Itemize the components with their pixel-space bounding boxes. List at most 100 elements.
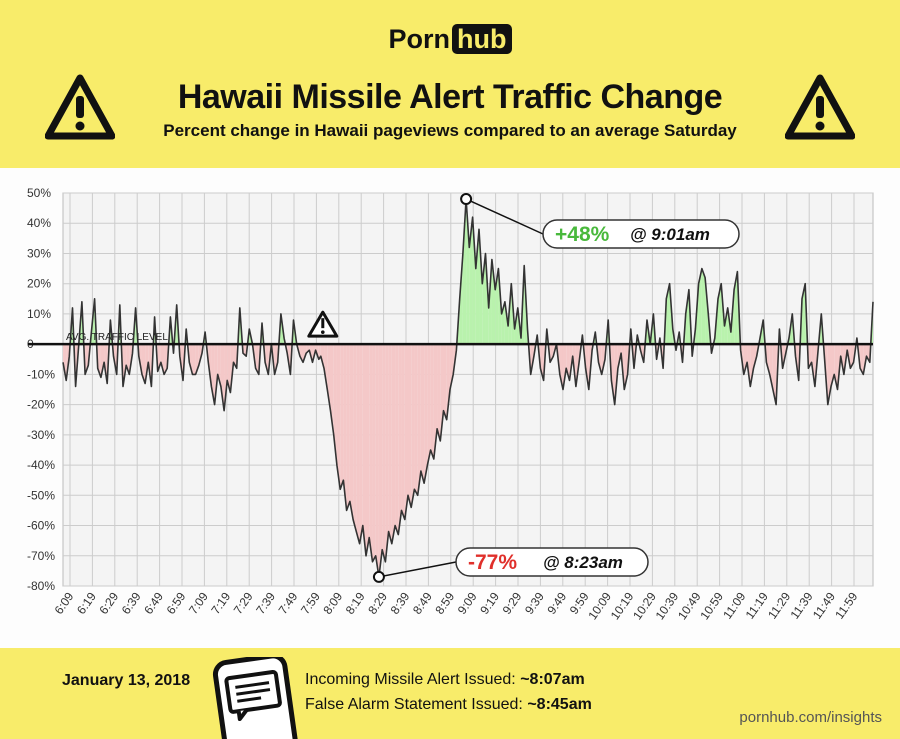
area-fill-segment bbox=[566, 344, 570, 381]
area-fill-segment bbox=[598, 344, 602, 375]
area-fill-segment bbox=[189, 344, 193, 375]
area-fill-segment bbox=[491, 259, 496, 345]
area-fill-segment bbox=[395, 344, 399, 535]
x-tick-label: 6:19 bbox=[74, 589, 99, 616]
y-tick-label: -80% bbox=[27, 579, 55, 593]
x-tick-label: 6:09 bbox=[52, 589, 77, 616]
area-fill-segment bbox=[472, 217, 476, 345]
y-tick-label: 50% bbox=[27, 186, 51, 200]
area-fill-segment bbox=[860, 344, 864, 375]
area-fill-segment bbox=[479, 229, 483, 345]
area-fill-segment bbox=[443, 344, 447, 420]
peak-leader bbox=[465, 198, 544, 235]
area-fill-segment bbox=[349, 344, 354, 520]
area-fill-segment bbox=[430, 344, 434, 460]
x-tick-label: 8:09 bbox=[320, 589, 345, 616]
x-tick-label: 9:39 bbox=[522, 589, 547, 616]
y-tick-label: 20% bbox=[27, 277, 51, 291]
x-tick-label: 11:59 bbox=[832, 589, 860, 621]
area-fill-segment bbox=[398, 344, 402, 535]
x-tick-label: 8:29 bbox=[365, 589, 390, 616]
area-fill-segment bbox=[462, 199, 467, 345]
x-tick-label: 9:49 bbox=[544, 589, 569, 616]
x-tick-label: 8:19 bbox=[343, 589, 368, 616]
area-fill-segment bbox=[698, 268, 702, 345]
area-fill-segment bbox=[734, 271, 738, 345]
x-tick-label: 10:29 bbox=[630, 589, 659, 622]
y-tick-label: -70% bbox=[27, 549, 55, 563]
area-fill-segment bbox=[362, 344, 367, 556]
area-fill-segment bbox=[369, 344, 373, 562]
x-tick-label: 9:19 bbox=[477, 589, 502, 616]
missile-alert-time: ~8:07am bbox=[520, 671, 585, 688]
x-tick-label: 8:39 bbox=[388, 589, 413, 616]
x-tick-label: 10:49 bbox=[675, 589, 704, 622]
area-fill-segment bbox=[353, 344, 357, 532]
x-tick-label: 6:39 bbox=[119, 589, 144, 616]
area-fill-segment bbox=[424, 344, 428, 484]
y-tick-label: -60% bbox=[27, 519, 55, 533]
area-fill-segment bbox=[366, 344, 370, 556]
area-fill-segment bbox=[224, 344, 228, 411]
traffic-chart: 50%40%30%20%10%0-10%-20%-30%-40%-50%-60%… bbox=[27, 186, 874, 622]
area-fill-segment bbox=[255, 344, 259, 375]
x-tick-label: 10:39 bbox=[653, 589, 682, 622]
y-tick-label: -20% bbox=[27, 398, 55, 412]
x-tick-label: 10:09 bbox=[585, 589, 614, 622]
event-date: January 13, 2018 bbox=[62, 672, 191, 689]
header bbox=[0, 0, 900, 168]
x-tick-label: 7:29 bbox=[231, 589, 256, 616]
warning-icon-right bbox=[785, 74, 855, 140]
x-tick-label: 11:49 bbox=[810, 589, 838, 621]
peak-callout bbox=[542, 219, 740, 249]
area-fill-segment bbox=[427, 344, 431, 466]
area-fill-segment bbox=[401, 344, 405, 520]
trough-callout bbox=[455, 547, 649, 577]
x-tick-label: 10:19 bbox=[608, 589, 637, 622]
area-fill-segment bbox=[414, 344, 418, 496]
area-fill-segment bbox=[385, 344, 389, 562]
area-fill-segment bbox=[666, 283, 670, 345]
x-tick-label: 9:09 bbox=[455, 589, 480, 616]
area-fill-segment bbox=[388, 344, 392, 544]
area-fill-segment bbox=[766, 344, 770, 375]
x-tick-label: 8:49 bbox=[410, 589, 435, 616]
area-fill-segment bbox=[160, 344, 165, 375]
area-fill-segment bbox=[446, 344, 450, 420]
area-fill-segment bbox=[318, 344, 321, 360]
area-fill-segment bbox=[870, 301, 873, 345]
trough-time: @ 8:23am bbox=[543, 553, 623, 572]
trough-marker bbox=[372, 570, 385, 583]
page-title: Hawaii Missile Alert Traffic Change bbox=[177, 78, 723, 116]
trough-value: -77% bbox=[468, 551, 517, 574]
area-fill-segment bbox=[701, 268, 706, 345]
x-tick-label: 11:29 bbox=[765, 589, 793, 621]
area-fill-segment bbox=[750, 344, 754, 387]
x-tick-label: 7:49 bbox=[276, 589, 301, 616]
area-fill-segment bbox=[372, 344, 376, 562]
x-tick-label: 7:19 bbox=[208, 589, 233, 616]
x-tick-label: 10:59 bbox=[697, 589, 726, 622]
x-tick-label: 11:19 bbox=[743, 589, 771, 621]
area-fill-segment bbox=[265, 344, 269, 375]
area-fill-segment bbox=[336, 344, 341, 490]
missile-alert-note: Incoming Missile Alert Issued: ~8:07am bbox=[305, 671, 585, 689]
x-tick-label: 7:09 bbox=[186, 589, 211, 616]
area-fill-segment bbox=[324, 344, 328, 390]
area-fill-segment bbox=[469, 217, 473, 345]
x-tick-label: 7:59 bbox=[298, 589, 323, 616]
area-fill-segment bbox=[164, 344, 168, 375]
area-fill-segment bbox=[437, 344, 441, 441]
area-fill-segment bbox=[359, 344, 363, 544]
x-tick-label: 6:49 bbox=[141, 589, 166, 616]
x-tick-label: 11:39 bbox=[787, 589, 815, 621]
page-subtitle: Percent change in Hawaii pageviews compa… bbox=[163, 121, 737, 140]
area-fill-segment bbox=[306, 344, 310, 354]
peak-value: +48% bbox=[555, 223, 610, 246]
missile-alert-label: Incoming Missile Alert Issued: bbox=[305, 671, 516, 688]
area-fill-segment bbox=[382, 344, 386, 562]
area-fill-segment bbox=[220, 344, 225, 411]
area-fill-segment bbox=[562, 344, 567, 390]
logo-text-left: Porn bbox=[388, 24, 451, 54]
